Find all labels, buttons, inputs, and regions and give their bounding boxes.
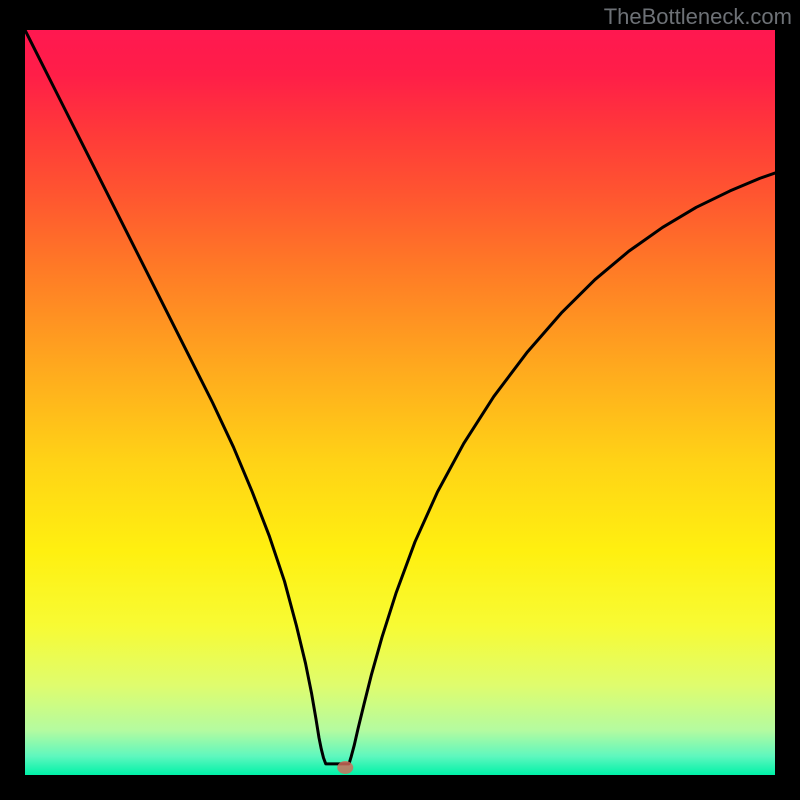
plot-area (25, 30, 775, 775)
plot-frame (25, 30, 775, 775)
curve-path (25, 30, 775, 764)
sweet-spot-marker (337, 761, 353, 774)
watermark-text: TheBottleneck.com (604, 4, 792, 30)
canvas-root: TheBottleneck.com (0, 0, 800, 800)
bottleneck-curve (25, 30, 775, 775)
